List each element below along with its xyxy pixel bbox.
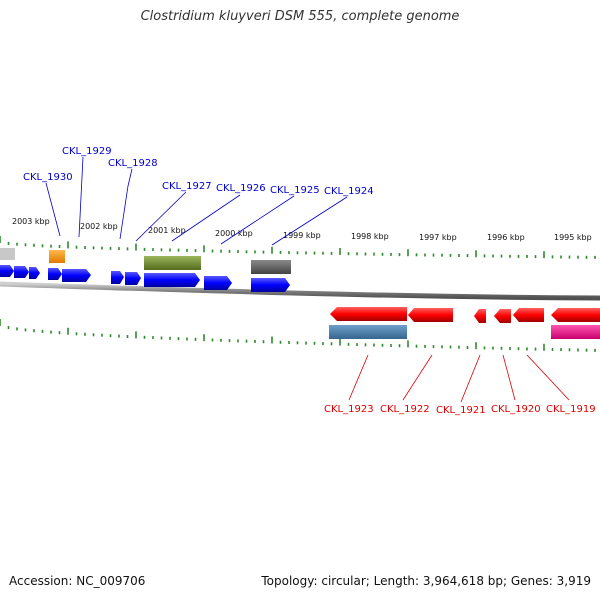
feature-box bbox=[49, 250, 65, 263]
forward-genes bbox=[0, 265, 290, 292]
leader-line bbox=[220, 195, 295, 245]
gene-arrow[interactable] bbox=[330, 307, 407, 321]
gene-arrow[interactable] bbox=[474, 309, 486, 323]
gene-arrow[interactable] bbox=[144, 273, 200, 287]
gene-label[interactable]: CKL_1920 bbox=[491, 404, 541, 415]
gene-arrow[interactable] bbox=[111, 271, 124, 284]
leader-line bbox=[502, 354, 516, 401]
gene-label[interactable]: CKL_1926 bbox=[216, 183, 266, 194]
top-tick-track bbox=[0, 236, 596, 259]
top-leader-lines bbox=[45, 156, 348, 246]
gene-arrow[interactable] bbox=[62, 269, 91, 282]
accession-text: Accession: NC_009706 bbox=[9, 574, 146, 588]
gene-arrow[interactable] bbox=[551, 308, 600, 322]
gene-arrow[interactable] bbox=[408, 308, 453, 322]
gene-label[interactable]: CKL_1921 bbox=[436, 405, 486, 416]
kbp-labels: 2003 kbp 2002 kbp 2001 kbp 2000 kbp 1999… bbox=[12, 217, 592, 242]
bottom-leader-lines bbox=[348, 354, 570, 403]
gene-label[interactable]: CKL_1927 bbox=[162, 181, 212, 192]
leader-line bbox=[78, 156, 84, 238]
kbp-label: 2002 kbp bbox=[80, 222, 118, 231]
gene-arrow[interactable] bbox=[513, 308, 544, 322]
kbp-label: 1997 kbp bbox=[419, 233, 457, 242]
gene-label[interactable]: CKL_1929 bbox=[62, 146, 112, 157]
leader-line bbox=[135, 191, 187, 242]
gene-label[interactable]: CKL_1925 bbox=[270, 185, 320, 196]
bottom-tick-track bbox=[0, 319, 596, 352]
gene-arrow[interactable] bbox=[125, 272, 141, 285]
bottom-gene-labels: CKL_1923 CKL_1922 CKL_1921 CKL_1920 CKL_… bbox=[324, 404, 596, 416]
leader-line bbox=[348, 354, 369, 401]
kbp-label: 2003 kbp bbox=[12, 217, 50, 226]
gene-arrow[interactable] bbox=[14, 266, 29, 278]
kbp-label: 1995 kbp bbox=[554, 233, 592, 242]
kbp-label: 1998 kbp bbox=[351, 232, 389, 241]
leader-line bbox=[271, 196, 348, 246]
gene-label[interactable]: CKL_1924 bbox=[324, 186, 374, 197]
leader-line bbox=[402, 354, 433, 401]
genome-backbone bbox=[0, 281, 600, 301]
leader-line bbox=[119, 168, 133, 240]
gene-arrow[interactable] bbox=[29, 267, 40, 279]
leader-line bbox=[526, 354, 570, 401]
feature-box bbox=[0, 248, 15, 260]
gene-label[interactable]: CKL_1923 bbox=[324, 404, 374, 415]
kbp-label: 1999 kbp bbox=[283, 231, 321, 240]
gene-arrow[interactable] bbox=[48, 268, 62, 280]
gene-label[interactable]: CKL_1919 bbox=[546, 404, 596, 415]
gene-label[interactable]: CKL_1928 bbox=[108, 158, 158, 169]
top-gene-labels: CKL_1929 CKL_1928 CKL_1930 CKL_1927 CKL_… bbox=[23, 146, 374, 197]
reverse-genes bbox=[330, 307, 600, 323]
feature-box bbox=[251, 260, 291, 274]
leader-line bbox=[45, 182, 61, 237]
feature-box bbox=[144, 256, 201, 270]
feature-box bbox=[551, 325, 600, 339]
feature-track-bottom bbox=[329, 325, 600, 339]
genome-summary-text: Topology: circular; Length: 3,964,618 bp… bbox=[261, 574, 591, 588]
feature-track-top bbox=[0, 248, 291, 274]
kbp-label: 1996 kbp bbox=[487, 233, 525, 242]
leader-line bbox=[171, 194, 241, 242]
gene-arrow[interactable] bbox=[494, 309, 511, 323]
gene-label[interactable]: CKL_1930 bbox=[23, 172, 73, 183]
genome-title: Clostridium kluyveri DSM 555, complete g… bbox=[140, 9, 460, 24]
leader-line bbox=[460, 354, 481, 403]
gene-label[interactable]: CKL_1922 bbox=[380, 404, 430, 415]
gene-arrow[interactable] bbox=[204, 276, 232, 290]
kbp-label: 2000 kbp bbox=[215, 229, 253, 238]
gene-arrow[interactable] bbox=[251, 278, 290, 292]
gene-arrow[interactable] bbox=[0, 265, 14, 277]
kbp-label: 2001 kbp bbox=[148, 226, 186, 235]
feature-box bbox=[329, 325, 407, 339]
